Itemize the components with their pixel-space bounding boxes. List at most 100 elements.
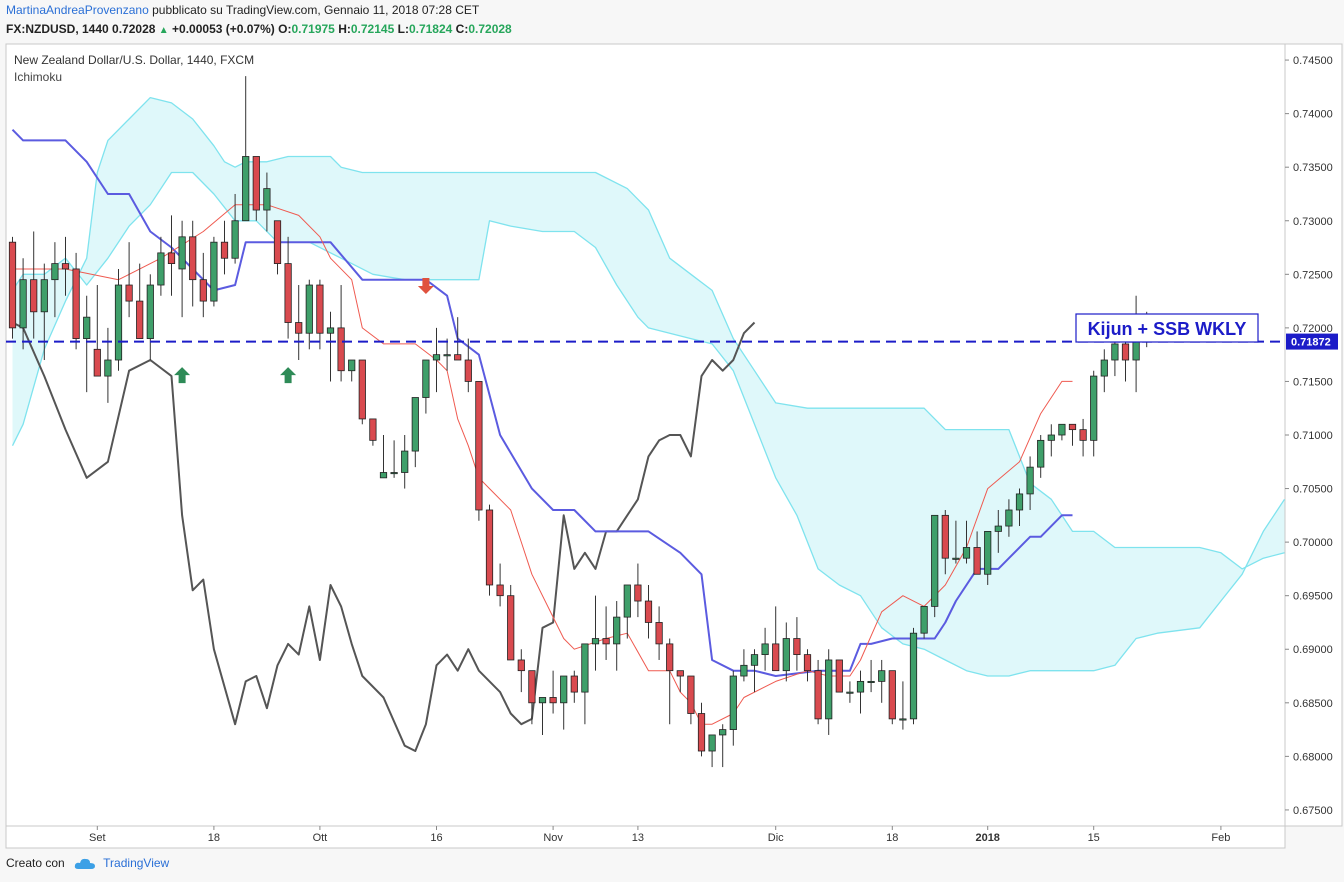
created-with-text: Creato con [6,856,65,870]
tradingview-link[interactable]: TradingView [103,856,170,870]
open-label: O: [278,22,292,36]
candle-body [761,643,769,656]
candle-body [326,327,335,334]
candle-body [295,322,303,334]
candle-body [475,381,483,511]
author-link[interactable]: MartinaAndreaProvenzano [6,3,149,17]
y-tick-label: 0.73500 [1293,162,1333,174]
close-value: 0.72028 [468,22,512,36]
y-tick-label: 0.71000 [1293,430,1333,442]
candle-body [210,241,218,302]
y-tick-label: 0.70000 [1293,537,1333,549]
change-value: +0.00053 (+0.07%) [172,22,275,36]
y-tick-label: 0.69500 [1293,591,1333,603]
time-axis [5,825,1286,849]
candle-body [984,531,992,575]
candle-body [1015,493,1024,511]
candle-body [623,584,631,618]
candle-body [666,643,674,672]
senkou-span-a-line [11,96,1285,570]
candle-body [613,616,621,645]
up-triangle-icon: ▲ [158,25,169,36]
candle-body [835,659,843,693]
candle-body [528,670,536,704]
candle-body [284,263,292,323]
candle-body [252,156,260,211]
candle-body [316,284,324,334]
y-tick-label: 0.72000 [1293,323,1333,335]
y-tick-label: 0.67500 [1293,805,1333,817]
candle-body [952,557,960,560]
x-tick-label: 2018 [975,832,999,844]
sell-signal-arrow-icon [417,278,434,295]
buy-signal-arrow-icon [280,367,297,384]
candle-body [358,359,366,420]
candle-body [337,327,345,372]
candle-body [305,284,313,334]
close-label: C: [455,22,469,36]
x-tick-label: Set [89,832,106,844]
candle-body [496,584,504,597]
candle-body [740,664,748,677]
candle-body [655,622,663,645]
candle-body [803,654,812,672]
candle-body [772,643,780,672]
candle-body [263,188,271,211]
last-price: 0.72028 [112,22,156,36]
candle-body [178,236,186,270]
candle-body [220,241,229,259]
candle-body [687,675,695,714]
candle-body [157,252,165,286]
candle-body [273,220,282,265]
candle-body [729,675,737,730]
candle-body [931,514,939,607]
x-tick-label: Dic [768,832,784,844]
x-tick-label: 13 [632,832,644,844]
candle-body [1026,466,1034,495]
high-value: 0.72145 [350,22,395,36]
candle-body [899,718,907,721]
candle-body [856,680,865,693]
annotation-text: Kijun + SSB WKLY [1088,319,1247,339]
candle-body [517,659,525,672]
senkou-span-b-line [11,171,1285,677]
candle-body [454,354,462,361]
low-value: 0.71824 [408,22,453,36]
candle-body [61,263,70,270]
candle-body [1047,434,1055,441]
x-tick-label: Ott [313,832,328,844]
candle-body [888,670,896,720]
candle-body [104,359,112,377]
candle-body [1037,439,1045,468]
candle-body [1090,375,1098,441]
x-tick-label: Nov [543,832,563,844]
candle-body [1121,343,1130,361]
candle-body [560,675,568,704]
candle-body [697,713,706,752]
candle-body [570,675,578,693]
y-tick-label: 0.68000 [1293,751,1333,763]
candle-body [369,418,377,441]
level-price-tag [1286,333,1338,350]
candle-body [379,472,388,479]
candle-body [390,472,398,475]
candle-body [676,670,684,677]
y-tick-label: 0.69000 [1293,644,1333,656]
indicator-label: Ichimoku [14,70,62,84]
candle-body [432,354,441,361]
candle-body [941,514,949,559]
y-tick-label: 0.72500 [1293,269,1333,281]
candle-body [231,220,239,259]
x-tick-label: 15 [1088,832,1100,844]
candle-body [581,643,589,693]
candle-body [189,236,197,281]
published-text: pubblicato su TradingView.com, Gennaio 1… [152,3,480,17]
symbol-ohlc: FX:NZDUSD, 1440 0.72028 ▲ +0.00053 (+0.0… [6,22,512,36]
candle-body [40,279,48,313]
price-axis [1284,43,1343,827]
candle-body [443,354,451,357]
open-value: 0.71975 [291,22,335,36]
buy-signal-arrow-icon [174,367,191,384]
